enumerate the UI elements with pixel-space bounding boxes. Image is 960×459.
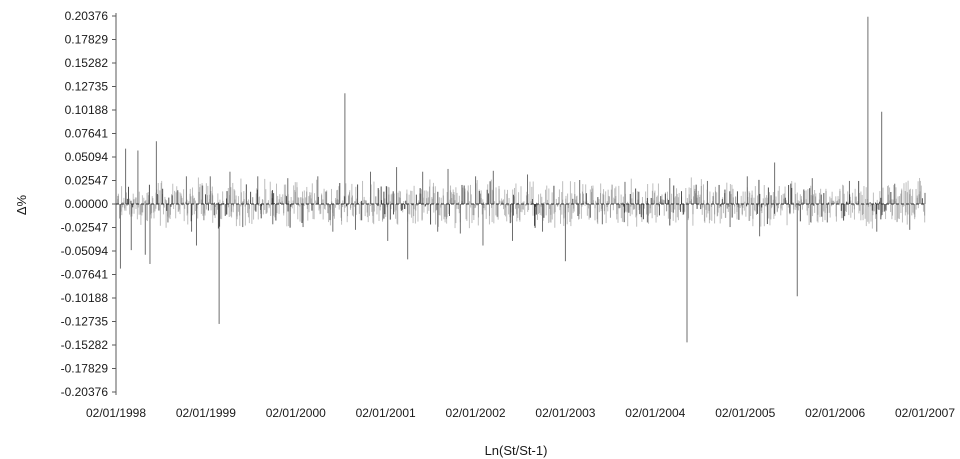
y-tick-label: 0.02547 bbox=[65, 174, 109, 188]
x-axis-ticks: 02/01/1998 02/01/1999 02/01/2000 02/01/2001… bbox=[86, 406, 955, 420]
y-axis-title: Δ% bbox=[14, 194, 29, 215]
y-tick-label: 0.05094 bbox=[65, 150, 109, 164]
y-tick-label: 0.10188 bbox=[65, 103, 109, 117]
y-tick-label: -0.20376 bbox=[61, 385, 109, 399]
y-tick-label: 0.00000 bbox=[65, 197, 109, 211]
x-tick-label: 02/01/2000 bbox=[266, 406, 326, 420]
y-tick-label: -0.12735 bbox=[61, 315, 109, 329]
x-tick-label: 02/01/2002 bbox=[446, 406, 506, 420]
y-tick-label: 0.07641 bbox=[65, 127, 109, 141]
y-tick-label: -0.17829 bbox=[61, 362, 109, 376]
x-tick-label: 02/01/2004 bbox=[625, 406, 685, 420]
y-tick-label: -0.07641 bbox=[61, 268, 109, 282]
x-tick-label: 02/01/2007 bbox=[895, 406, 955, 420]
y-tick-label: 0.20376 bbox=[65, 9, 109, 23]
y-tick-label: 0.15282 bbox=[65, 56, 109, 70]
y-tick-label: -0.15282 bbox=[61, 338, 109, 352]
y-tick-label: -0.02547 bbox=[61, 221, 109, 235]
x-tick-label: 02/01/2005 bbox=[715, 406, 775, 420]
x-axis-title: Ln(St/St-1) bbox=[485, 443, 548, 458]
x-tick-label: 02/01/1998 bbox=[86, 406, 146, 420]
y-tick-label: 0.12735 bbox=[65, 80, 109, 94]
y-tick-label: 0.17829 bbox=[65, 33, 109, 47]
plot-marks bbox=[115, 16, 926, 343]
x-tick-label: 02/01/2001 bbox=[356, 406, 416, 420]
y-tick-label: -0.10188 bbox=[61, 291, 109, 305]
x-tick-label: 02/01/2006 bbox=[805, 406, 865, 420]
y-tick-label: -0.05094 bbox=[61, 244, 109, 258]
y-axis-ticks: 0.20376 0.17829 0.15282 0.12735 0.10188 0.076… bbox=[61, 9, 116, 399]
x-tick-label: 02/01/2003 bbox=[535, 406, 595, 420]
x-tick-label: 02/01/1999 bbox=[176, 406, 236, 420]
